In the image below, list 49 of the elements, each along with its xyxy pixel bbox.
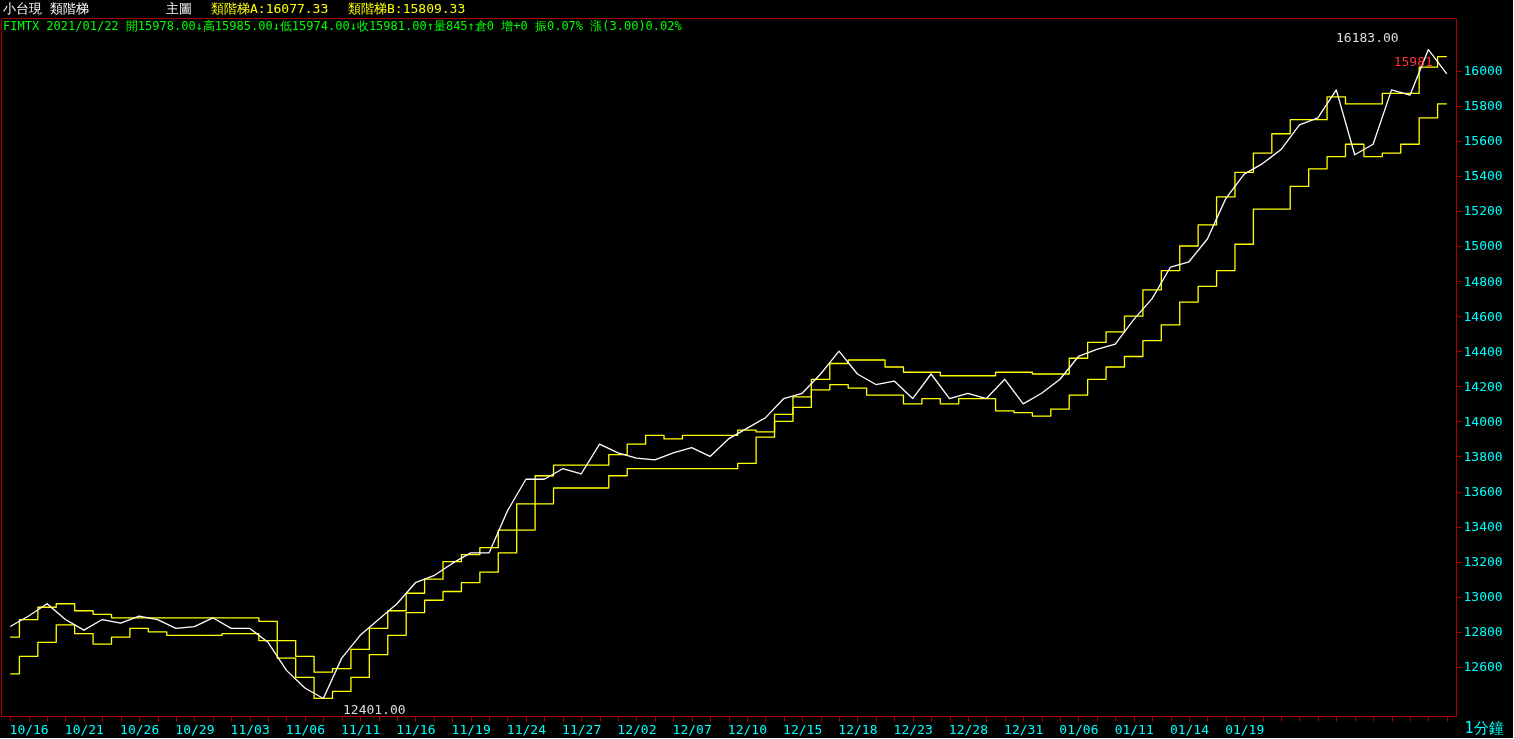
x-tick-label: 11/11 <box>341 721 381 737</box>
y-tick-label: 13400 <box>1463 519 1503 535</box>
annotation: 16183.00 <box>1336 30 1399 45</box>
x-tick-label: 12/18 <box>838 721 878 737</box>
x-tick-label: 12/10 <box>727 721 767 737</box>
x-tick-label: 11/16 <box>396 721 436 737</box>
chart-title: 小台現 類階梯 <box>3 1 89 16</box>
x-tick-label: 10/29 <box>175 721 215 737</box>
y-tick-label: 12600 <box>1463 659 1503 675</box>
x-tick-label: 10/26 <box>120 721 160 737</box>
x-tick-label: 01/19 <box>1225 721 1265 737</box>
x-tick-label: 11/27 <box>562 721 602 737</box>
x-tick-label: 11/03 <box>230 721 270 737</box>
y-tick-label: 13800 <box>1463 448 1503 464</box>
x-tick-label: 12/28 <box>948 721 988 737</box>
x-tick-label: 11/19 <box>451 721 491 737</box>
x-tick-label: 01/06 <box>1059 721 1099 737</box>
y-tick-label: 15200 <box>1463 203 1503 219</box>
y-tick-label: 15600 <box>1463 133 1503 149</box>
x-tick-label: 12/15 <box>783 721 823 737</box>
chart-subtitle: FIMTX 2021/01/22 開15978.00↓高15985.00↓低15974.00↓收15981.00↑量845↑倉0 增+0 振0.07% 漲(3.00)0.02% <box>3 19 683 33</box>
y-tick-label: 13600 <box>1463 484 1503 500</box>
x-tick-label: 12/31 <box>1004 721 1044 737</box>
x-tick-label: 01/11 <box>1114 721 1154 737</box>
y-tick-label: 14400 <box>1463 343 1503 359</box>
x-tick-label: 11/06 <box>285 721 325 737</box>
y-tick-label: 14600 <box>1463 308 1503 324</box>
x-tick-label: 10/21 <box>64 721 104 737</box>
x-tick-label: 12/07 <box>672 721 712 737</box>
y-tick-label: 16000 <box>1463 63 1503 79</box>
text: 類階梯B:15809.33 <box>348 1 466 16</box>
y-tick-label: 14800 <box>1463 273 1503 289</box>
x-tick-label: 10/16 <box>9 721 49 737</box>
y-tick-label: 15400 <box>1463 168 1503 184</box>
x-tick-label: 01/14 <box>1169 721 1210 737</box>
y-tick-label: 14200 <box>1463 378 1503 394</box>
y-tick-label: 14000 <box>1463 413 1503 429</box>
x-tick-label: 12/23 <box>893 721 933 737</box>
annotation: 12401.00 <box>343 702 406 717</box>
x-tick-label: 12/02 <box>617 721 657 737</box>
y-tick-label: 13000 <box>1463 589 1503 605</box>
text: 主圖 <box>166 1 192 16</box>
text: 1分鐘 <box>1464 719 1504 737</box>
x-tick-label: 11/24 <box>506 721 547 737</box>
y-tick-label: 15800 <box>1463 98 1503 114</box>
text: 類階梯A:16077.33 <box>211 1 329 16</box>
y-tick-label: 12800 <box>1463 624 1503 640</box>
y-tick-label: 13200 <box>1463 554 1503 570</box>
y-tick-label: 15000 <box>1463 238 1503 254</box>
